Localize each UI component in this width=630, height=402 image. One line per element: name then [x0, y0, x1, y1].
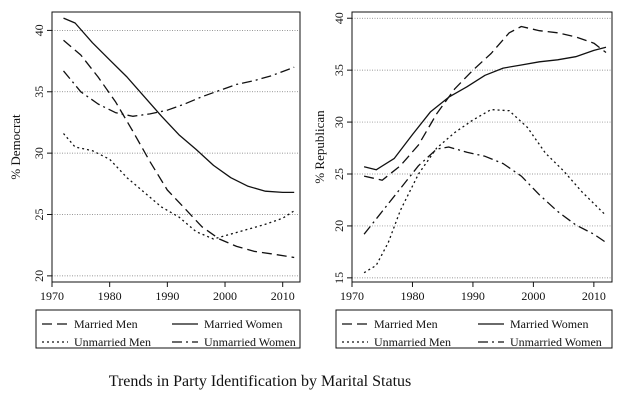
- series-line-unmarried-men: [363, 108, 607, 274]
- legend-label: Married Men: [74, 317, 138, 331]
- legend-label: Married Women: [204, 317, 282, 331]
- y-axis-title: % Republican: [312, 110, 327, 184]
- y-tick-label: 35: [32, 86, 46, 98]
- y-tick-label: 15: [332, 272, 346, 284]
- legend-label: Unmarried Women: [204, 335, 296, 349]
- legend: Married Men Married Women Unmarried Men Unm…: [335, 309, 613, 349]
- y-tick-label: 25: [332, 168, 346, 180]
- plot-frame: [51, 11, 301, 283]
- legend-label: Unmarried Men: [74, 335, 151, 349]
- series-line-married-women: [63, 17, 295, 194]
- legend-box: [335, 309, 613, 349]
- x-tick-label: 2000: [213, 289, 237, 303]
- y-tick-label: 20: [32, 270, 46, 282]
- y-tick-label: 40: [32, 24, 46, 36]
- legend-label: Married Women: [510, 317, 588, 331]
- y-tick-label: 35: [332, 64, 346, 76]
- series-line-unmarried-men: [63, 133, 295, 240]
- legend-label: Married Men: [374, 317, 438, 331]
- legend: Married Men Married Women Unmarried Men Unm…: [35, 309, 301, 349]
- x-tick-label: 1980: [400, 289, 424, 303]
- gridlines: [352, 17, 612, 279]
- y-tick-label: 30: [332, 116, 346, 128]
- series-line-married-men: [63, 39, 295, 259]
- gridlines: [52, 30, 300, 277]
- republican-panel: 15 20 25 30 35 40 1970 1980 1990 2000 2010 % Republ…: [312, 11, 613, 349]
- y-tick-label: 20: [332, 220, 346, 232]
- y-tick-label: 25: [32, 209, 46, 221]
- x-tick-label: 1980: [98, 289, 122, 303]
- democrat-panel: 20 25 30 35 40 1970 1980 1990 2000 2010 % Democrat…: [8, 11, 301, 349]
- x-tick-label: 2000: [521, 289, 545, 303]
- legend-label: Unmarried Women: [510, 335, 602, 349]
- legend-label: Unmarried Men: [374, 335, 451, 349]
- plot-frame: [351, 11, 613, 283]
- x-tick-label: 2010: [271, 289, 295, 303]
- series-line-married-women: [363, 46, 607, 171]
- y-tick-label: 30: [32, 147, 46, 159]
- x-tick-label: 1970: [340, 289, 364, 303]
- y-axis-title: % Democrat: [8, 114, 23, 180]
- x-tick-label: 1990: [155, 289, 179, 303]
- series-line-married-men: [363, 25, 607, 181]
- series-line-unmarried-women: [363, 146, 607, 244]
- y-tick-label: 40: [332, 12, 346, 24]
- legend-box: [35, 309, 301, 349]
- figure-caption: Trends in Party Identification by Marita…: [109, 373, 411, 390]
- series-line-unmarried-women: [62, 66, 295, 117]
- x-tick-label: 1970: [40, 289, 64, 303]
- x-tick-label: 2010: [582, 289, 606, 303]
- x-tick-label: 1990: [461, 289, 485, 303]
